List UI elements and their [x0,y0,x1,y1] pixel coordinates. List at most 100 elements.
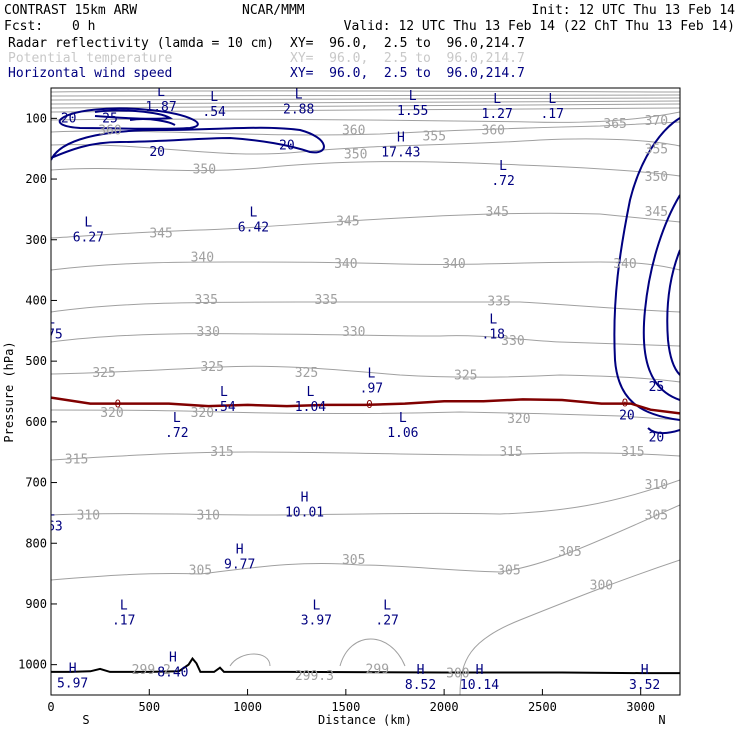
theta-contour [51,212,680,239]
theta-contour [51,333,680,347]
y-tick-label: 700 [25,476,47,490]
theta-label: 300 [590,579,613,594]
extremum-value: .18 [482,328,505,343]
theta-label: 320 [100,406,123,421]
theta-label: 305 [645,509,668,524]
extremum-kind: L [120,598,128,613]
left-endpoint-label: S [82,713,89,727]
theta-contour [51,103,680,109]
extremum-kind: L [210,90,218,105]
theta-label: 340 [191,251,214,266]
wind-contour [94,109,174,120]
theta-label: 335 [195,293,218,308]
extremum-kind: H [169,651,177,666]
y-tick-label: 400 [25,293,47,307]
extremum-value: 3.97 [301,613,332,628]
extremum-kind: H [417,663,425,678]
wind-contour [613,117,680,421]
theta-contour [229,653,271,667]
extremum-value: 1.87 [145,100,176,115]
extremum-value: .97 [360,382,383,397]
extremum-kind: L [367,367,375,382]
theta-label: 350 [645,170,668,185]
theta-contour [51,111,680,123]
org-title: NCAR/MMM [242,3,305,18]
extremum-value: .17 [112,613,135,628]
extremum-kind: L [307,385,315,400]
extremum-kind: L [250,206,258,221]
reflectivity-contour-layer [51,396,680,415]
extremum-kind: L [47,313,55,328]
theta-label: 370 [645,114,668,129]
wind-label-layer: 20 25 20 20 25 20 20 [61,112,664,446]
extremum-value: .72 [491,174,514,189]
extremum-kind: H [69,662,77,677]
theta-contour [51,365,680,383]
theta-label: 345 [485,205,508,220]
theta-label: 320 [191,406,214,421]
refl-label: 0 [115,398,122,411]
theta-label: 305 [189,563,212,578]
extremum-value: .54 [212,400,236,415]
model-title: CONTRAST 15km ARW [4,3,137,18]
theta-label: 325 [295,366,318,381]
extremum-value: 1.55 [397,104,428,119]
extrema-layer: L1.87L.54L2.88L1.55L1.27L.17H17.43L.72L6… [47,85,660,693]
y-tick-label: 800 [25,536,47,550]
theta-contour [51,94,680,97]
extremum-kind: L [84,215,92,230]
theta-label: 310 [77,509,100,524]
y-tick-label: 200 [25,172,47,186]
reflectivity-contour [51,396,680,415]
extremum-value: 8.40 [157,666,188,681]
extremum-value: .72 [165,426,188,441]
extremum-kind: L [409,89,417,104]
fcst-label: Fcst: [4,19,43,34]
theta-label: 325 [454,369,477,384]
x-tick-label: 2000 [430,700,459,714]
extremum-value: 9.77 [224,558,255,573]
y-tick-label: 100 [25,111,47,125]
wind-contour [647,427,680,435]
extremum-value: 1.27 [482,107,513,122]
extremum-kind: L [157,85,165,100]
y-tick-label: 600 [25,415,47,429]
theta-label: 345 [645,205,668,220]
init-time: Init: 12 UTC Thu 13 Feb 14 [532,3,736,18]
theta-contour [459,559,680,695]
extremum-kind: L [383,598,391,613]
extremum-value: .54 [202,105,226,120]
extremum-kind: H [397,130,405,145]
field-name-wind: Horizontal wind speed [8,66,172,81]
theta-label: 320 [507,412,530,427]
extremum-kind: L [499,159,507,174]
theta-label: 355 [645,143,668,158]
theta-label: 330 [501,334,524,349]
extremum-kind: L [399,411,407,426]
field-xy-refl: XY= 96.0, 2.5 to 96.0,214.7 [290,36,525,51]
theta-label: 299.3 [295,669,334,684]
x-tick-label: 2500 [528,700,557,714]
theta-contour [51,138,680,155]
theta-label: 315 [621,445,644,460]
extremum-value: 10.14 [460,678,499,693]
theta-contour [51,409,680,421]
terrain-layer [51,656,680,675]
extremum-value: 17.43 [381,145,420,160]
refl-label: 0 [622,396,629,409]
theta-label: 340 [613,257,636,272]
x-tick-label: 1000 [233,700,262,714]
y-axis-label: Pressure (hPa) [2,341,16,442]
theta-label: 340 [442,257,465,272]
extremum-value: 1.04 [295,400,326,415]
theta-contour [51,161,680,177]
theta-contour [51,504,680,581]
refl-label: 0 [366,398,373,411]
extremum-kind: L [295,87,303,102]
theta-label: 360 [98,123,121,138]
valid-time: Valid: 12 UTC Thu 13 Feb 14 (22 ChT Thu … [344,19,735,34]
theta-label: 355 [423,129,446,144]
y-tick-label: 500 [25,354,47,368]
header: CONTRAST 15km ARW NCAR/MMM Init: 12 UTC … [4,3,735,81]
x-axis-label: Distance (km) [318,713,412,727]
